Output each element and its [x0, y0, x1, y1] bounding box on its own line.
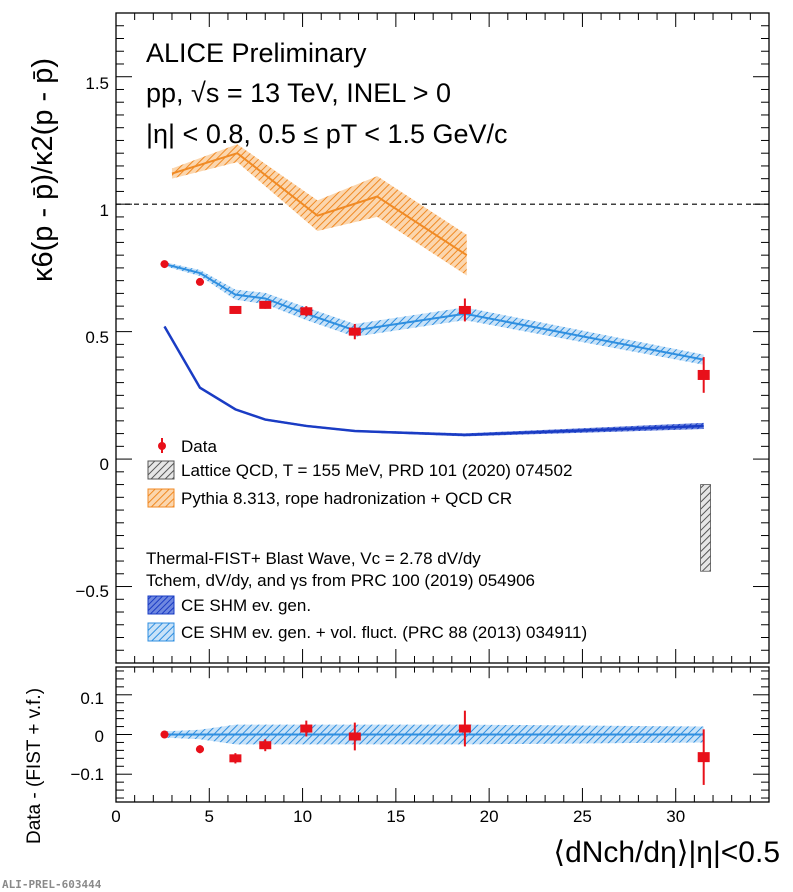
ce-shm-vf-line: [164, 263, 704, 361]
y-tick-labels-top: −0.5 0 0.5 1 1.5: [75, 74, 109, 601]
legend-fist-title-1: Thermal-FIST+ Blast Wave, Vc = 2.78 dV/d…: [146, 549, 481, 568]
ratio-point: [458, 724, 471, 733]
data-point: [348, 327, 361, 336]
y-tick-label: −0.1: [70, 765, 104, 784]
y-axis-label-bottom: Data - (FIST + v.f.): [24, 688, 45, 844]
x-tick-label: 10: [293, 807, 312, 826]
legend-entry-ce-shm-vf: CE SHM ev. gen. + vol. fluct. (PRC 88 (2…: [147, 622, 587, 642]
legend-label-pythia: Pythia 8.313, rope hadronization + QCD C…: [181, 489, 512, 508]
legend-entry-lattice: Lattice QCD, T = 155 MeV, PRD 101 (2020)…: [147, 460, 572, 480]
header-line-system: pp, √s = 13 TeV, INEL > 0: [146, 78, 451, 108]
ce-shm-band: [164, 325, 704, 437]
data-point: [195, 277, 204, 286]
legend-label-ce-shm-vf: CE SHM ev. gen. + vol. fluct. (PRC 88 (2…: [181, 623, 587, 642]
y-axis-label-top: κ6(p - p̄)/κ2(p - p̄): [27, 58, 59, 282]
data-point: [697, 369, 710, 380]
y-tick-label: −0.5: [75, 582, 109, 601]
legend-label-ce-shm: CE SHM ev. gen.: [181, 596, 311, 615]
legend-entry-pythia: Pythia 8.313, rope hadronization + QCD C…: [147, 488, 512, 508]
ce-shm-line: [163, 325, 704, 437]
data-point: [259, 300, 272, 309]
x-tick-label: 30: [666, 807, 685, 826]
preliminary-id: ALI-PREL-603444: [2, 878, 102, 891]
y-tick-label: 0: [95, 727, 104, 746]
x-tick-labels: 0 5 10 15 20 25 30: [111, 807, 685, 826]
y-tick-label: 0: [100, 455, 109, 474]
bottom-panel-series: [160, 710, 710, 785]
legend-fist: Thermal-FIST+ Blast Wave, Vc = 2.78 dV/d…: [146, 549, 587, 642]
legend-label-data: Data: [181, 437, 217, 456]
top-panel-frame: [115, 12, 770, 664]
data-point: [160, 260, 169, 269]
ratio-point: [195, 745, 204, 754]
ce-shm-vf-band: [164, 262, 704, 365]
header-text: ALICE Preliminary pp, √s = 13 TeV, INEL …: [146, 38, 508, 149]
y-tick-labels-bottom: −0.1 0 0.1: [70, 689, 104, 784]
ratio-point: [229, 754, 242, 763]
x-tick-label: 0: [111, 807, 120, 826]
legend-fist-title-2: Tchem, dV/dy, and γs from PRC 100 (2019)…: [146, 571, 535, 590]
header-line-experiment: ALICE Preliminary: [146, 38, 367, 68]
y-tick-label: 0.1: [80, 689, 104, 708]
y-tick-label: 1.5: [85, 74, 109, 93]
x-tick-label: 15: [386, 807, 405, 826]
data-point: [300, 307, 313, 316]
top-panel-series: [160, 144, 711, 572]
legend-entry-ce-shm: CE SHM ev. gen.: [147, 595, 311, 615]
ratio-point: [160, 730, 169, 739]
x-tick-label: 25: [573, 807, 592, 826]
legend-main: Data Lattice QCD, T = 155 MeV, PRD 101 (…: [147, 437, 572, 508]
pythia-line: [171, 152, 468, 256]
x-axis-label: ⟨dNch/dη⟩|η|<0.5: [553, 836, 780, 869]
pythia-band: [171, 144, 467, 276]
ratio-point: [259, 741, 272, 750]
x-tick-label: 20: [480, 807, 499, 826]
axis-ticks: [115, 12, 770, 802]
header-line-cuts: |η| < 0.8, 0.5 ≤ pT < 1.5 GeV/c: [146, 119, 508, 149]
x-tick-label: 5: [205, 807, 214, 826]
y-tick-label: 0.5: [85, 328, 109, 347]
legend-entry-data: Data: [158, 437, 217, 456]
y-tick-label: 1: [100, 201, 109, 220]
ratio-point: [697, 752, 710, 763]
lattice-qcd-band: [700, 484, 711, 572]
data-point: [458, 305, 471, 314]
legend-label-lattice: Lattice QCD, T = 155 MeV, PRD 101 (2020)…: [181, 461, 572, 480]
ratio-point: [300, 724, 313, 733]
ratio-point: [348, 732, 361, 741]
data-point: [229, 305, 242, 314]
